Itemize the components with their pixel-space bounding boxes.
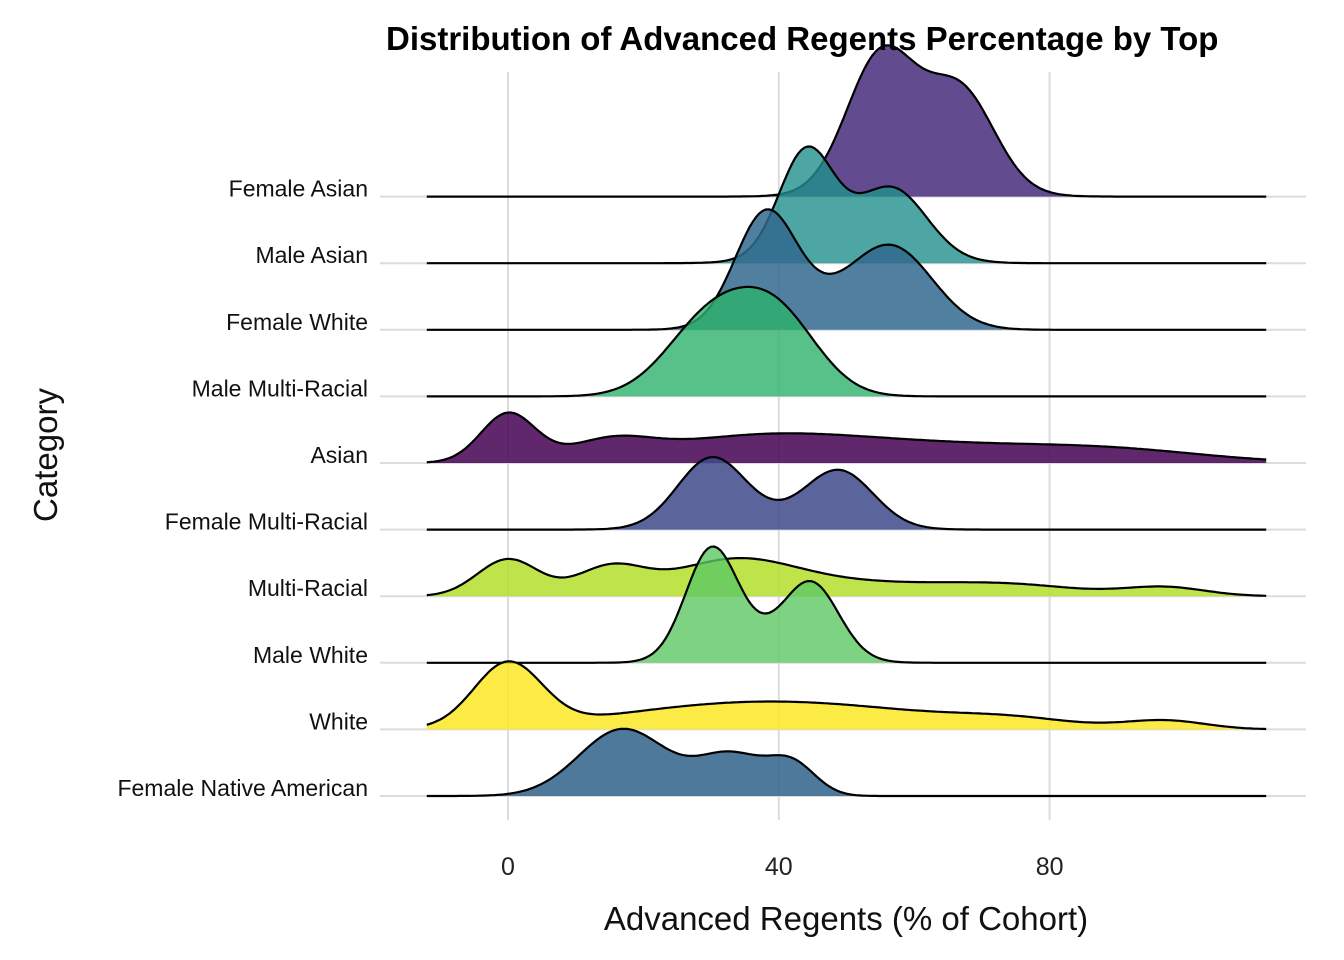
ridge-outline [426,145,1267,265]
category-label: Multi-Racial [248,575,368,601]
x-axis-ticks: 0 40 80 [501,853,1063,881]
y-axis-title: Category [27,388,64,522]
x-tick-label: 0 [501,853,515,881]
x-tick-label: 80 [1036,853,1064,881]
ridge-fill [426,209,1267,330]
category-label: Male Multi-Racial [192,375,368,401]
x-tick-label: 40 [765,853,793,881]
ridge-fill [426,412,1267,463]
category-label: Female Multi-Racial [165,509,368,535]
ridge-fill [426,146,1267,264]
ridge-fill [426,546,1267,663]
ridge-outline [426,455,1267,531]
ridge-outline [426,208,1267,331]
category-label: Female Asian [229,176,368,202]
ridge-fill [426,457,1267,530]
x-axis-title: Advanced Regents (% of Cohort) [604,900,1088,937]
category-label: Female White [226,309,368,335]
ridge-outline [426,44,1267,198]
category-label: Male Asian [255,242,368,268]
ridge-outline [426,411,1267,464]
ridge-fill [426,45,1267,197]
ridge-layer [426,44,1267,798]
ridge-outline [426,285,1267,398]
chart-title: Distribution of Advanced Regents Percent… [386,20,1218,57]
ridge-outline [426,660,1267,731]
ridge-outline [426,545,1267,664]
ridge-outline [426,557,1267,597]
category-label: Male White [253,642,368,668]
ridge-fill [426,728,1267,796]
category-labels: Female Native American White Male White Mul… [117,176,368,801]
category-label: White [309,708,368,734]
category-label: Female Native American [117,775,368,801]
ridge-outline [426,727,1267,798]
category-label: Asian [310,442,368,468]
